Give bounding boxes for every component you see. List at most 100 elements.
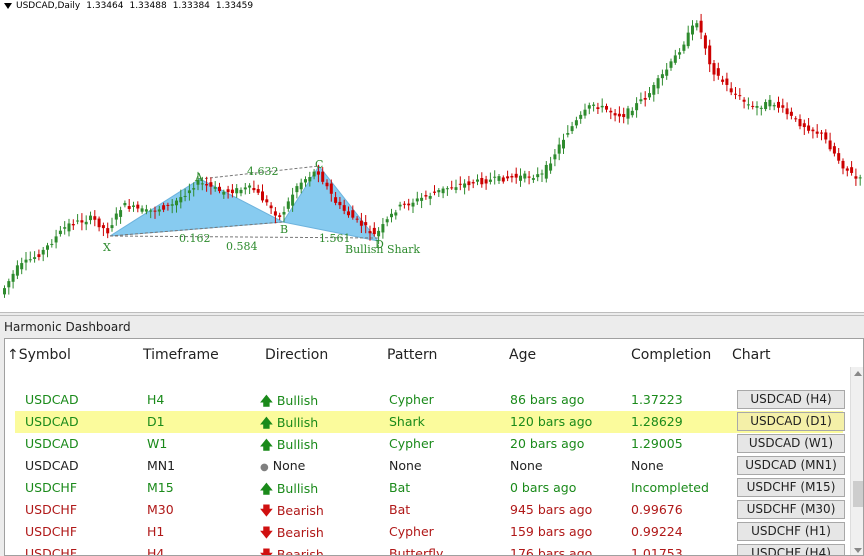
candle-body xyxy=(673,55,677,63)
direction-label: None xyxy=(272,458,306,473)
candle-body xyxy=(28,259,32,261)
candle-body xyxy=(230,189,234,194)
column-header-timeframe[interactable]: Timeframe xyxy=(143,347,219,363)
cell-age: 120 bars ago xyxy=(510,414,593,429)
candle-body xyxy=(437,190,441,193)
table-row[interactable]: USDCAD MN1 ● None None None None USDCAD (MN1) xyxy=(15,455,845,477)
table-row[interactable]: USDCAD D1 🡅 Bullish Shark 120 bars ago 1.28629… xyxy=(15,411,845,433)
cell-age: 0 bars ago xyxy=(510,480,577,495)
candle-body xyxy=(37,254,41,258)
candle-body xyxy=(777,101,780,108)
candle-body xyxy=(691,25,694,35)
candlestick-chart[interactable] xyxy=(0,0,864,312)
table-row[interactable]: USDCHF M15 🡅 Bullish Bat 0 bars ago Incomplete… xyxy=(15,477,845,499)
candle-body xyxy=(144,209,148,212)
column-header-completion[interactable]: Completion xyxy=(631,347,712,363)
column-header-direction[interactable]: Direction xyxy=(265,347,329,363)
candle-body xyxy=(166,204,170,206)
open-chart-button[interactable]: USDCAD (MN1) xyxy=(737,456,845,475)
cell-completion: 0.99224 xyxy=(631,524,683,539)
table-row[interactable]: USDCHF M30 🡇 Bearish Bat 945 bars ago 0.99676 U… xyxy=(15,499,845,521)
candle-body xyxy=(67,223,71,232)
column-header-chart[interactable]: Chart xyxy=(732,347,771,363)
candle-body xyxy=(89,215,92,221)
candle-body xyxy=(101,225,105,229)
candle-body xyxy=(837,153,841,161)
cell-age: 159 bars ago xyxy=(510,524,593,539)
candle-body xyxy=(3,288,6,295)
table-row[interactable]: USDCHF H4 🡇 Bearish Butterfly 176 bars ago 1.0… xyxy=(15,543,845,555)
cell-timeframe: H4 xyxy=(147,392,165,407)
candle-body xyxy=(450,187,454,189)
cell-age: 945 bars ago xyxy=(510,502,593,517)
candle-body xyxy=(721,79,725,82)
open-chart-button[interactable]: USDCHF (H4) xyxy=(737,544,845,555)
table-row[interactable]: USDCAD H4 🡅 Bullish Cypher 86 bars ago 1.37223… xyxy=(15,389,845,411)
candle-body xyxy=(110,225,114,229)
scrollbar-thumb[interactable] xyxy=(853,481,863,507)
candle-body xyxy=(441,188,445,194)
candle-body xyxy=(157,209,161,212)
cell-pattern: None xyxy=(389,458,422,473)
panel-splitter[interactable] xyxy=(0,312,864,316)
candle-body xyxy=(428,195,432,199)
up-arrow-icon: 🡅 xyxy=(260,437,273,452)
open-chart-button[interactable]: USDCAD (W1) xyxy=(737,434,845,453)
candle-body xyxy=(7,281,11,288)
cell-completion: 1.28629 xyxy=(631,414,683,429)
column-header-symbol[interactable]: ↑Symbol xyxy=(7,347,71,363)
candle-body xyxy=(407,203,411,206)
cell-timeframe: MN1 xyxy=(147,458,176,473)
candle-body xyxy=(162,205,166,210)
candle-body xyxy=(183,195,187,197)
scroll-down-icon[interactable] xyxy=(854,548,862,553)
candle-body xyxy=(58,230,62,235)
candle-body xyxy=(738,95,742,97)
candle-body xyxy=(433,191,436,193)
candle-body xyxy=(248,185,252,188)
column-header-age[interactable]: Age xyxy=(509,347,537,363)
scroll-up-icon[interactable] xyxy=(854,371,862,376)
column-header-pattern[interactable]: Pattern xyxy=(387,347,438,363)
open-chart-button[interactable]: USDCAD (H4) xyxy=(737,390,845,409)
cell-direction: 🡅 Bullish xyxy=(260,436,318,457)
chart-header: USDCAD,Daily 1.33464 1.33488 1.33384 1.33459 xyxy=(4,1,259,11)
candle-body xyxy=(764,102,768,110)
cell-symbol: USDCAD xyxy=(25,414,79,429)
candle-body xyxy=(501,177,505,182)
direction-label: Bearish xyxy=(276,503,324,518)
candle-body xyxy=(815,131,819,134)
cell-age: 86 bars ago xyxy=(510,392,585,407)
candle-body xyxy=(605,105,608,110)
candle-body xyxy=(334,197,338,203)
direction-label: Bearish xyxy=(276,525,324,540)
candle-body xyxy=(488,179,492,182)
candle-body xyxy=(179,197,183,203)
cell-completion: None xyxy=(631,458,664,473)
candle-body xyxy=(282,211,286,215)
candle-body xyxy=(759,107,763,109)
candle-body xyxy=(734,93,737,95)
candle-body xyxy=(480,177,484,185)
point-label-x: X xyxy=(103,241,111,254)
price-chart[interactable]: USDCAD,Daily 1.33464 1.33488 1.33384 1.33459… xyxy=(0,0,864,312)
candle-body xyxy=(286,201,290,209)
candle-body xyxy=(454,187,458,190)
open-chart-button[interactable]: USDCAD (D1) xyxy=(737,412,845,431)
table-row[interactable]: USDCHF H1 🡇 Bearish Cypher 159 bars ago 0.9922… xyxy=(15,521,845,543)
candle-body xyxy=(398,204,402,207)
cell-pattern: Bat xyxy=(389,502,411,517)
table-row[interactable]: USDCAD W1 🡅 Bullish Cypher 20 bars ago 1.29005… xyxy=(15,433,845,457)
down-arrow-icon: 🡇 xyxy=(260,503,273,518)
candle-body xyxy=(626,108,630,119)
dashboard-table: ↑Symbol Timeframe Direction Pattern Age … xyxy=(4,338,864,556)
open-chart-button[interactable]: USDCHF (M30) xyxy=(737,500,845,519)
open-chart-button[interactable]: USDCHF (H1) xyxy=(737,522,845,541)
vertical-scrollbar[interactable] xyxy=(850,367,863,555)
dropdown-triangle-icon[interactable] xyxy=(4,2,12,9)
candle-body xyxy=(359,220,363,226)
point-label-b: B xyxy=(280,223,289,236)
candle-body xyxy=(553,154,557,160)
candle-body xyxy=(527,176,531,178)
open-chart-button[interactable]: USDCHF (M15) xyxy=(737,478,845,497)
